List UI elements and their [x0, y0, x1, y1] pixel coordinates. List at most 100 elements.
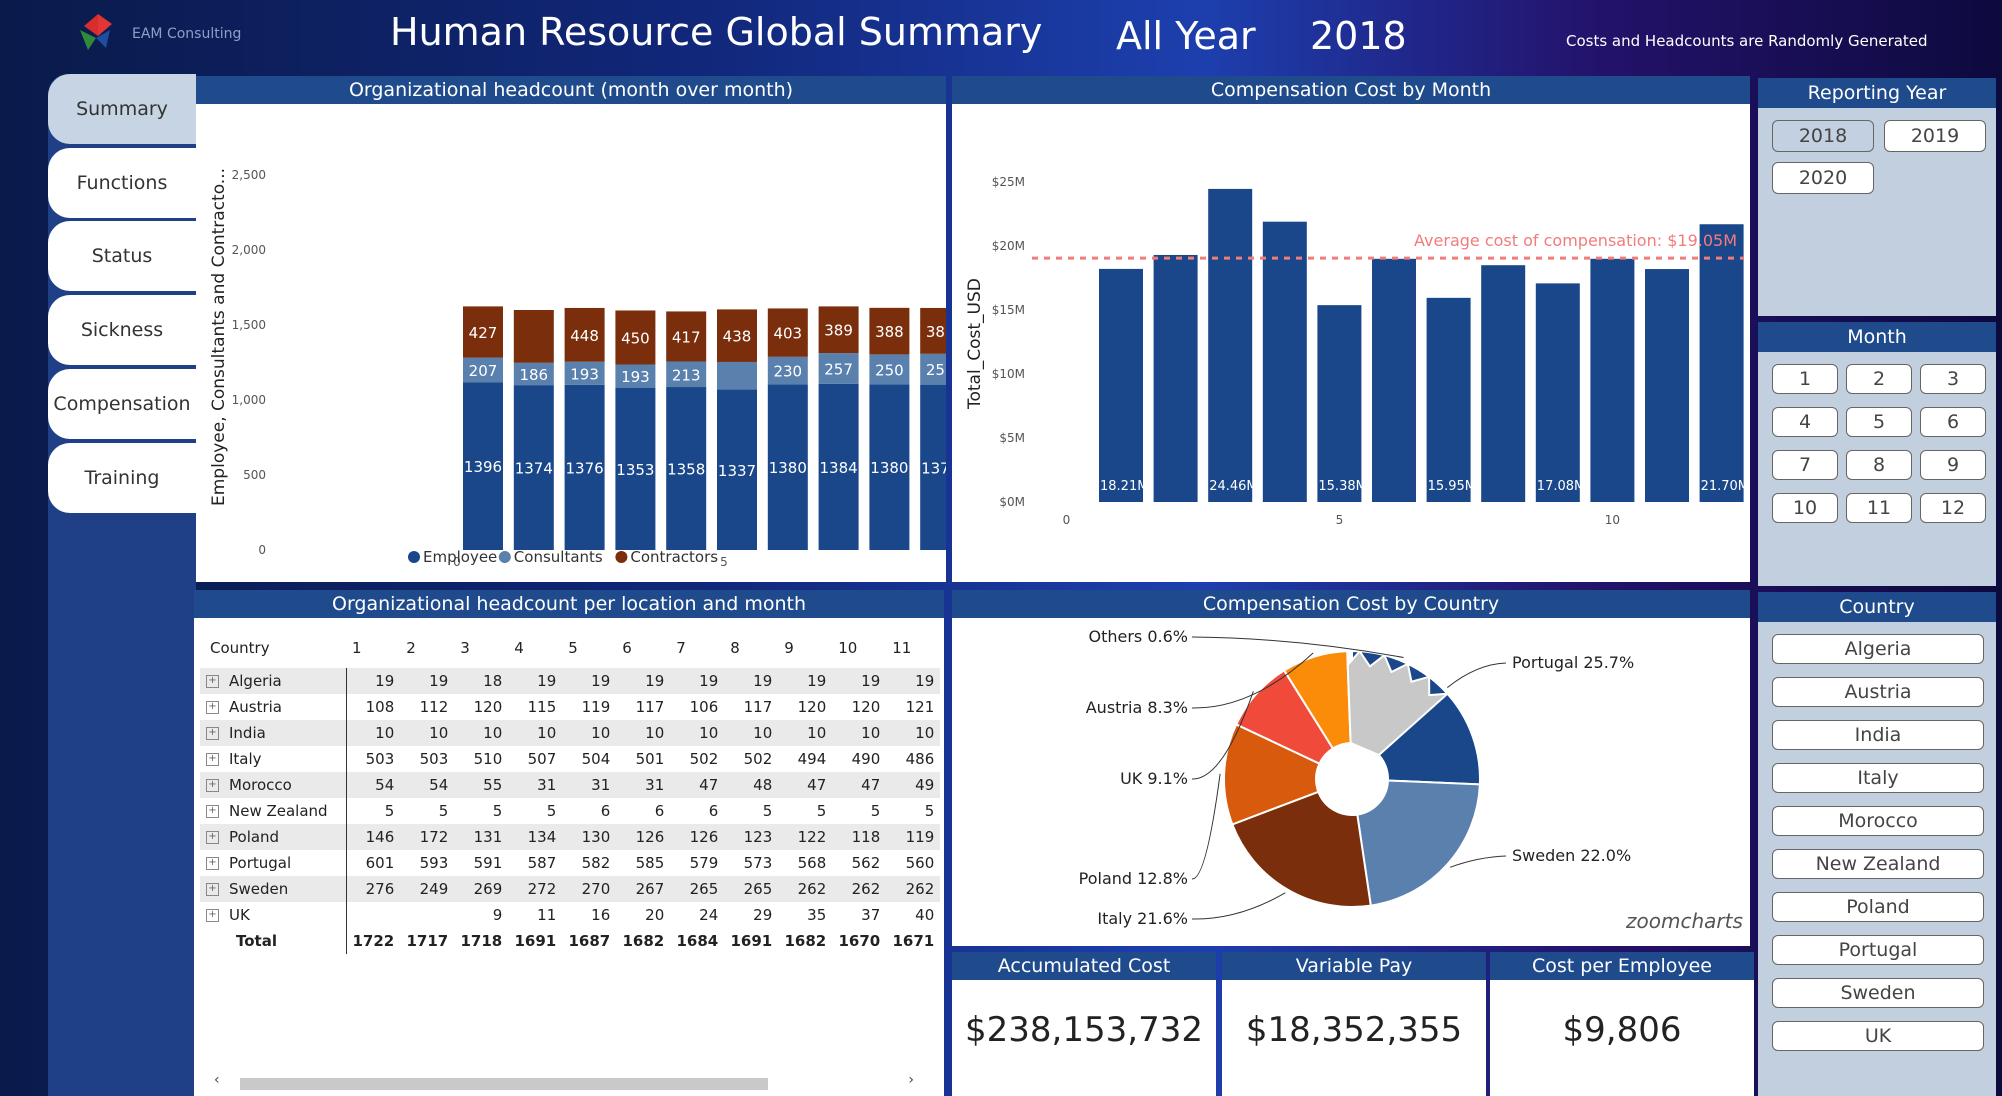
country-option-morocco[interactable]: Morocco — [1772, 806, 1984, 836]
expand-icon[interactable]: + — [206, 675, 219, 688]
bar-consultants-2[interactable] — [513, 362, 554, 386]
nav-compensation[interactable]: Compensation — [48, 369, 196, 439]
expand-icon[interactable]: + — [206, 883, 219, 896]
comp-bar-8[interactable] — [1481, 265, 1526, 502]
bar-consultants-4[interactable] — [615, 364, 656, 388]
month-option-4[interactable]: 4 — [1772, 407, 1838, 437]
country-cell[interactable]: + India — [200, 720, 347, 746]
nav-summary[interactable]: Summary — [48, 74, 196, 144]
country-option-india[interactable]: India — [1772, 720, 1984, 750]
country-option-poland[interactable]: Poland — [1772, 892, 1984, 922]
bar-consultants-8[interactable] — [818, 353, 859, 384]
bar-contractors-4[interactable] — [615, 310, 656, 365]
month-option-12[interactable]: 12 — [1920, 493, 1986, 523]
comp-bar-4[interactable] — [1262, 221, 1307, 502]
expand-icon[interactable]: + — [206, 831, 219, 844]
bar-consultants-7[interactable] — [767, 356, 808, 385]
bar-contractors-6[interactable] — [717, 309, 757, 362]
country-cell[interactable]: + UK — [200, 902, 347, 928]
bar-contractors-9[interactable] — [869, 307, 910, 355]
bar-consultants-5[interactable] — [666, 361, 707, 388]
scrollbar-thumb[interactable] — [240, 1078, 768, 1090]
comp-bar-9[interactable] — [1535, 283, 1580, 502]
expand-icon[interactable]: + — [206, 701, 219, 714]
country-cell[interactable]: + New Zealand — [200, 798, 347, 824]
month-option-10[interactable]: 10 — [1772, 493, 1838, 523]
bar-consultants-9[interactable] — [869, 354, 910, 385]
country-cell[interactable]: + Austria — [200, 694, 347, 720]
bar-consultants-1[interactable] — [463, 357, 503, 383]
comp-bar-11[interactable] — [1645, 269, 1689, 502]
bar-employee-8[interactable] — [818, 383, 859, 550]
comp-bar-10[interactable] — [1590, 258, 1635, 502]
comp-bar-1[interactable] — [1099, 268, 1143, 502]
country-option-portugal[interactable]: Portugal — [1772, 935, 1984, 965]
country-cell[interactable]: + Poland — [200, 824, 347, 850]
pie-slice-sweden[interactable] — [1356, 779, 1481, 907]
scroll-right-icon[interactable]: › — [908, 1072, 914, 1088]
expand-icon[interactable]: + — [206, 857, 219, 870]
expand-icon[interactable]: + — [206, 805, 219, 818]
comp-bar-7[interactable] — [1426, 297, 1471, 502]
expand-icon[interactable]: + — [206, 727, 219, 740]
bar-contractors-2[interactable] — [513, 310, 554, 363]
month-option-3[interactable]: 3 — [1920, 364, 1986, 394]
horizontal-scrollbar[interactable]: ‹ › — [214, 1072, 914, 1090]
bar-employee-3[interactable] — [564, 384, 605, 550]
comp-bar-2[interactable] — [1153, 254, 1198, 502]
pie-slice-italy[interactable] — [1231, 790, 1372, 908]
country-option-algeria[interactable]: Algeria — [1772, 634, 1984, 664]
month-option-9[interactable]: 9 — [1920, 450, 1986, 480]
comp-bar-5[interactable] — [1317, 305, 1362, 502]
country-cell[interactable]: + Portugal — [200, 850, 347, 876]
pie-slice-poland[interactable] — [1223, 723, 1321, 826]
nav-status[interactable]: Status — [48, 221, 196, 291]
bar-contractors-8[interactable] — [818, 306, 859, 354]
bar-contractors-10[interactable] — [920, 307, 946, 354]
nav-training[interactable]: Training — [48, 443, 196, 513]
country-cell[interactable]: + Sweden — [200, 876, 347, 902]
month-option-5[interactable]: 5 — [1846, 407, 1912, 437]
bar-consultants-10[interactable] — [920, 353, 946, 385]
bar-employee-7[interactable] — [767, 384, 808, 550]
pie-slice-others[interactable] — [1346, 649, 1451, 757]
country-option-italy[interactable]: Italy — [1772, 763, 1984, 793]
nav-functions[interactable]: Functions — [48, 148, 196, 218]
country-cell[interactable]: + Morocco — [200, 772, 347, 798]
pie-slice-uk[interactable] — [1234, 669, 1335, 765]
comp-bar-12[interactable] — [1699, 224, 1744, 502]
bar-employee-2[interactable] — [513, 385, 554, 550]
year-option-2018[interactable]: 2018 — [1772, 120, 1874, 152]
month-option-8[interactable]: 8 — [1846, 450, 1912, 480]
comp-bar-6[interactable] — [1372, 258, 1416, 502]
month-option-11[interactable]: 11 — [1846, 493, 1912, 523]
bar-employee-10[interactable] — [920, 384, 946, 550]
country-cell[interactable]: + Algeria — [200, 668, 347, 694]
month-option-1[interactable]: 1 — [1772, 364, 1838, 394]
bar-employee-1[interactable] — [463, 382, 503, 550]
bar-employee-4[interactable] — [615, 387, 656, 550]
year-option-2019[interactable]: 2019 — [1884, 120, 1986, 152]
month-option-7[interactable]: 7 — [1772, 450, 1838, 480]
bar-contractors-1[interactable] — [463, 306, 503, 358]
year-option-2020[interactable]: 2020 — [1772, 162, 1874, 194]
expand-icon[interactable]: + — [206, 779, 219, 792]
bar-employee-9[interactable] — [869, 384, 910, 550]
bar-consultants-6[interactable] — [717, 361, 757, 390]
bar-consultants-3[interactable] — [564, 361, 605, 385]
expand-icon[interactable]: + — [206, 909, 219, 922]
month-option-6[interactable]: 6 — [1920, 407, 1986, 437]
comp-bar-3[interactable] — [1208, 188, 1253, 503]
bar-contractors-3[interactable] — [564, 307, 605, 362]
scroll-left-icon[interactable]: ‹ — [214, 1072, 220, 1088]
country-option-new-zealand[interactable]: New Zealand — [1772, 849, 1984, 879]
month-option-2[interactable]: 2 — [1846, 364, 1912, 394]
bar-contractors-7[interactable] — [767, 308, 808, 357]
bar-contractors-5[interactable] — [666, 311, 707, 362]
country-option-austria[interactable]: Austria — [1772, 677, 1984, 707]
nav-sickness[interactable]: Sickness — [48, 295, 196, 365]
bar-employee-6[interactable] — [717, 389, 757, 550]
country-cell[interactable]: + Italy — [200, 746, 347, 772]
country-option-uk[interactable]: UK — [1772, 1021, 1984, 1051]
pie-slice-austria[interactable] — [1282, 650, 1352, 750]
